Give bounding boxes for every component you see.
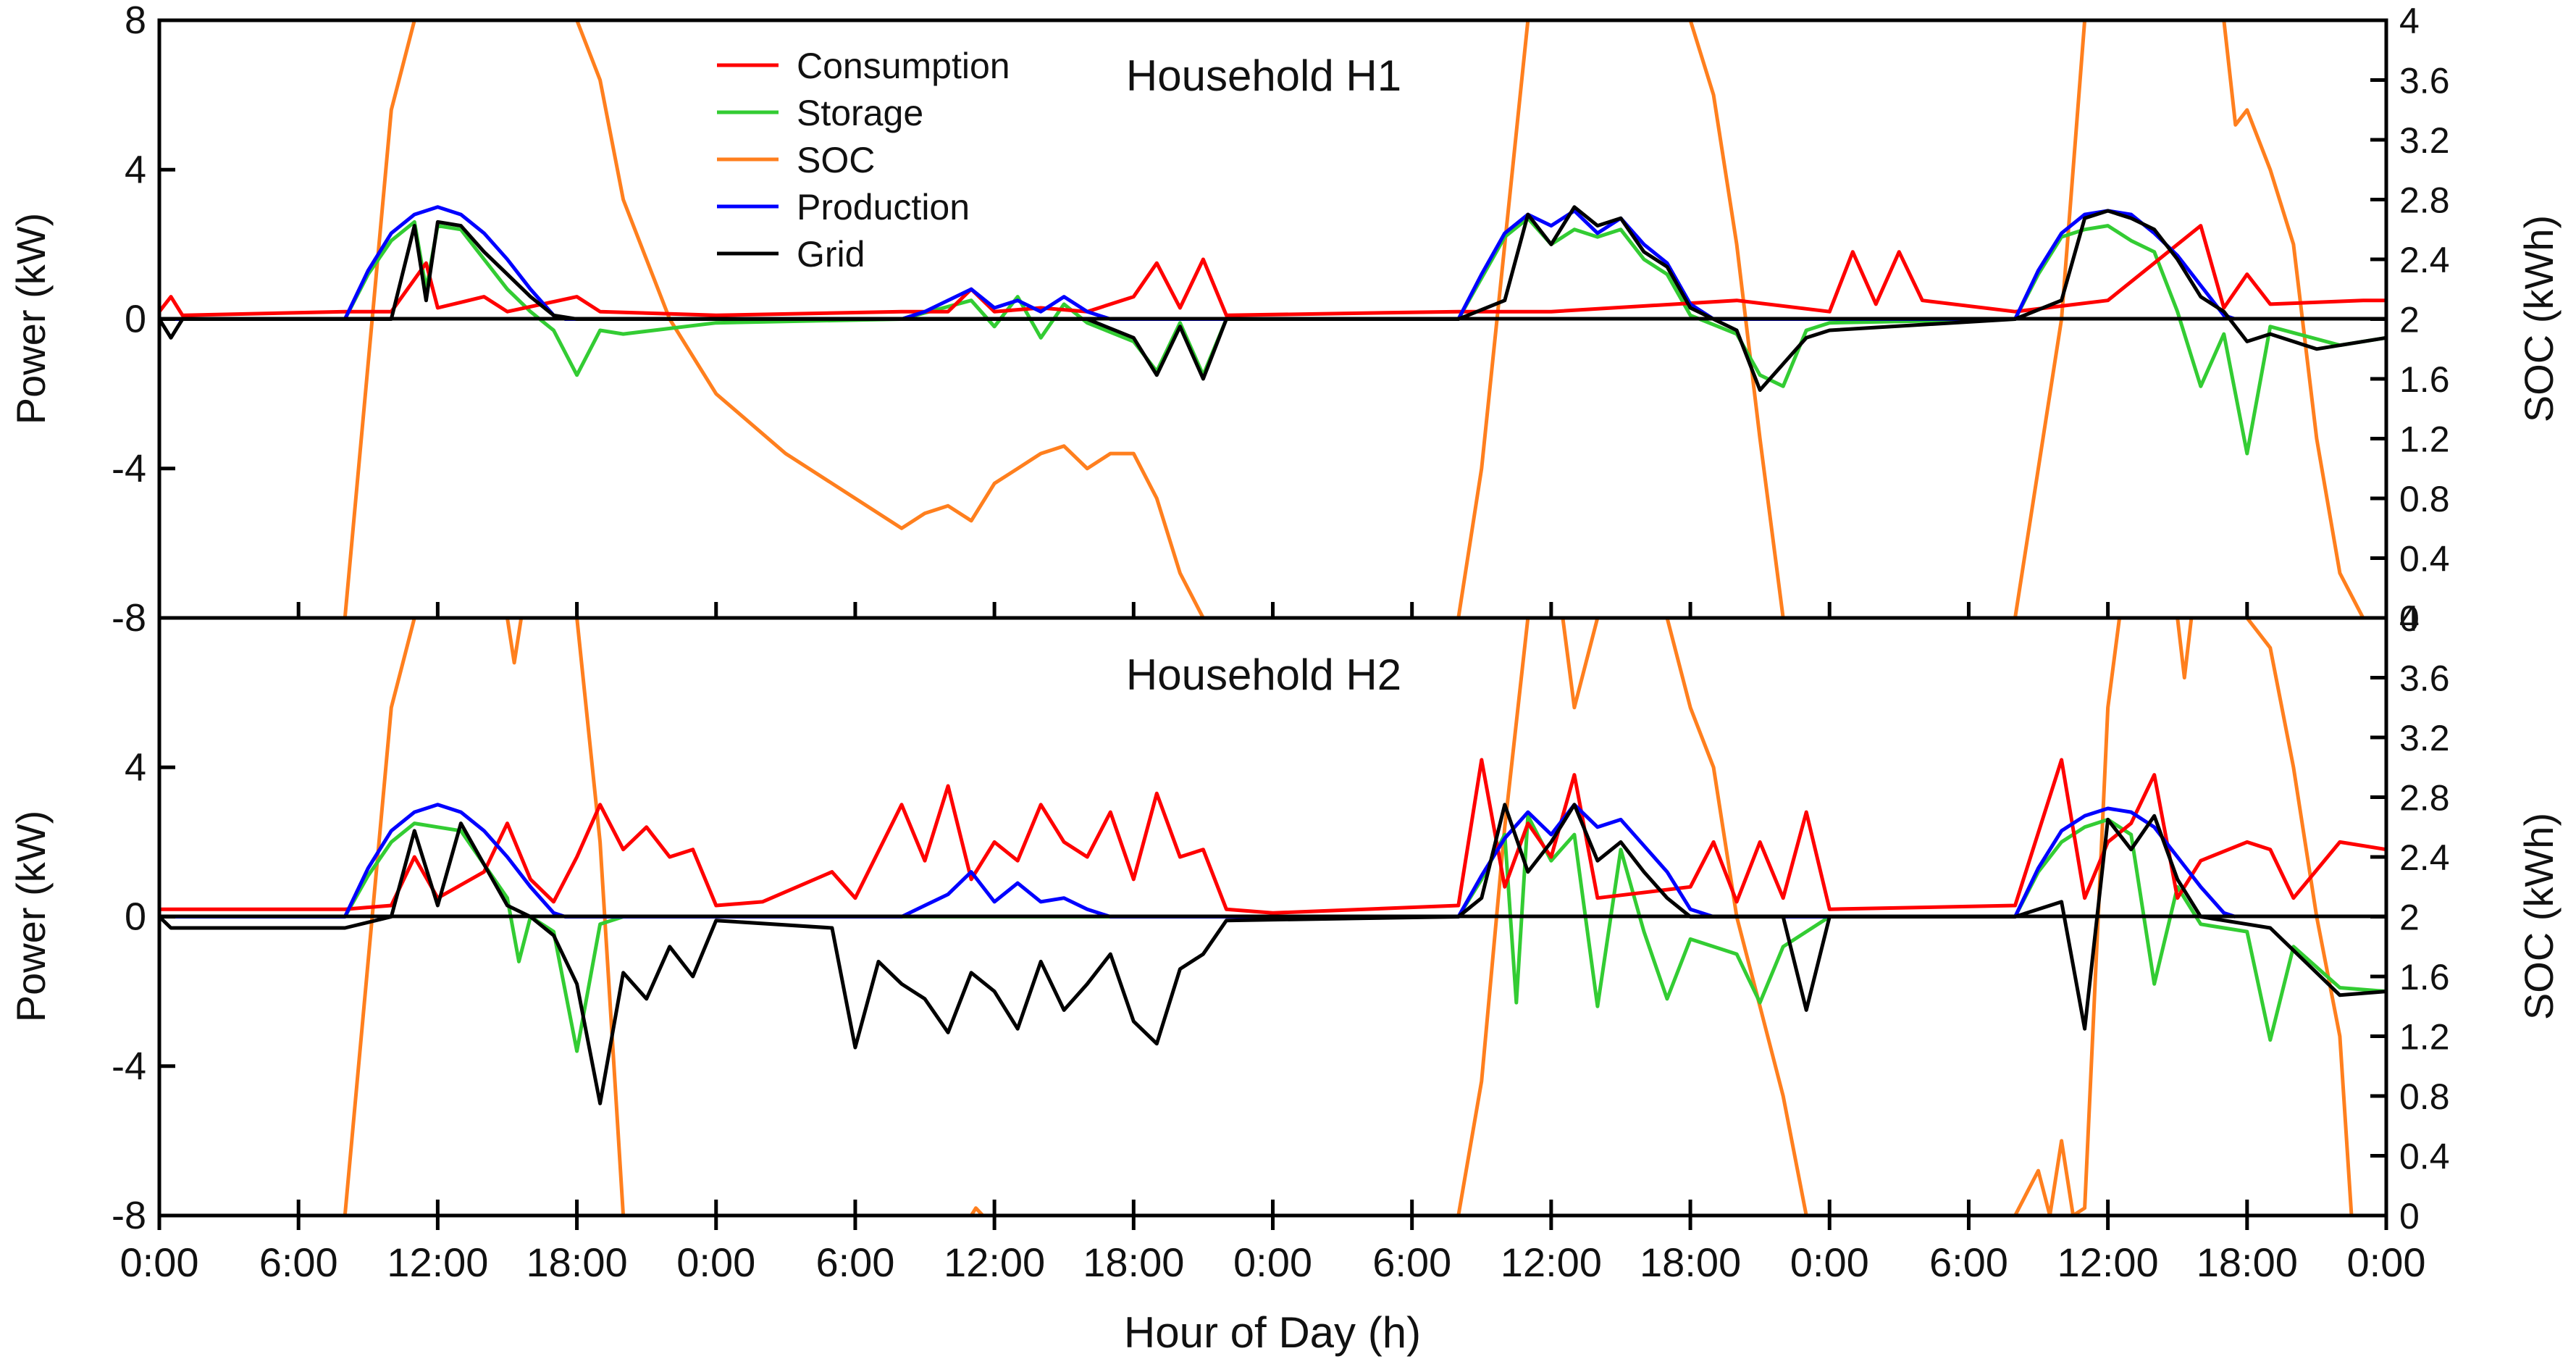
x-tick-label: 0:00 (1233, 1239, 1312, 1285)
legend-label-production: Production (797, 187, 970, 227)
x-tick-label: 6:00 (1372, 1239, 1451, 1285)
y-axis-label-right: SOC (kWh) (2516, 813, 2562, 1020)
x-tick-label: 12:00 (387, 1239, 488, 1285)
y-tick-label-right: 1.6 (2399, 957, 2450, 997)
x-tick-label: 12:00 (2057, 1239, 2159, 1285)
y-tick-label-right: 4 (2399, 598, 2420, 639)
x-axis: 0:00 6:00 12:00 18:00 0:00 6:00 12:00 18:00 0:00… (120, 1216, 2426, 1285)
series-line-grid (157, 205, 2387, 392)
y-axis-label-right: SOC (kWh) (2516, 215, 2562, 422)
series-line-consumption (158, 224, 2386, 317)
y-tick-label-left: 4 (125, 745, 146, 789)
x-tick-label: 12:00 (1501, 1239, 1602, 1285)
y-tick-label-left: 4 (125, 148, 146, 191)
x-tick-label: 0:00 (120, 1239, 199, 1285)
y-tick-label-right: 2.8 (2399, 778, 2450, 819)
series-line-consumption (159, 758, 2387, 915)
x-tick-label: 18:00 (2197, 1239, 2298, 1285)
series-line-storage (159, 813, 2387, 1053)
y-tick-label-left: 0 (125, 895, 146, 939)
y-tick-label-right: 1.2 (2399, 419, 2450, 460)
legend-label-consumption: Consumption (797, 46, 1010, 86)
y-tick-label-right: 0.8 (2399, 479, 2450, 519)
x-tick-label: 12:00 (944, 1239, 1045, 1285)
y-tick-label-left: -8 (112, 596, 146, 640)
y-tick-label-right: 3.2 (2399, 718, 2450, 758)
y-tick-label-left: 8 (125, 0, 146, 42)
y-axis-label-left: Power (kW) (8, 811, 54, 1022)
series-line-soc (159, 616, 2386, 1218)
y-tick-label-right: 2 (2399, 300, 2420, 340)
panel-household-h2: 40-4-843.63.22.82.421.61.20.80.40 Househ… (8, 598, 2562, 1237)
y-tick-label-right: 1.2 (2399, 1017, 2450, 1058)
y-tick-label-right: 3.6 (2399, 61, 2450, 101)
y-tick-label-right: 2.4 (2399, 240, 2450, 280)
y-tick-label-right: 2.4 (2399, 837, 2450, 878)
series-line-production (159, 205, 2236, 321)
x-tick-label: 18:00 (1640, 1239, 1741, 1285)
y-tick-label-right: 4 (2399, 1, 2420, 41)
panel-household-h1: 840-4-843.63.22.82.421.61.20.80.40 House… (8, 0, 2562, 640)
y-tick-label-left: -4 (112, 447, 146, 490)
y-tick-label-right: 0 (2399, 1196, 2420, 1237)
x-tick-label: 18:00 (526, 1239, 627, 1285)
y-tick-label-right: 3.6 (2399, 658, 2450, 699)
y-tick-label-right: 2 (2399, 898, 2420, 938)
series-line-soc (159, 18, 2386, 620)
series-line-grid (158, 803, 2387, 1105)
y-tick-label-right: 2.8 (2399, 180, 2450, 221)
y-axis-label-left: Power (kW) (8, 213, 54, 424)
y-tick-label-right: 0.4 (2399, 539, 2450, 580)
x-tick-label: 6:00 (259, 1239, 338, 1285)
y-tick-label-right: 0.8 (2399, 1076, 2450, 1117)
y-tick-label-right: 0 (2399, 598, 2420, 639)
x-tick-label: 0:00 (676, 1239, 755, 1285)
legend-label-storage: Storage (797, 93, 923, 133)
y-tick-label-right: 0.4 (2399, 1137, 2450, 1177)
y-tick-label-left: -8 (112, 1194, 146, 1237)
y-tick-label-left: -4 (112, 1045, 146, 1088)
x-tick-label: 0:00 (1790, 1239, 1869, 1285)
x-tick-label: 6:00 (1929, 1239, 2008, 1285)
legend-label-grid: Grid (797, 234, 865, 275)
x-tick-label: 6:00 (815, 1239, 894, 1285)
y-tick-label-right: 1.6 (2399, 359, 2450, 400)
x-tick-label: 0:00 (2347, 1239, 2426, 1285)
x-axis-label: Hour of Day (h) (1124, 1308, 1421, 1357)
x-tick-label: 18:00 (1083, 1239, 1184, 1285)
panel-title: Household H2 (1126, 651, 1401, 699)
panel-title: Household H1 (1126, 51, 1401, 100)
y-tick-label-left: 0 (125, 298, 146, 341)
legend-label-soc: SOC (797, 140, 875, 180)
y-tick-label-right: 3.2 (2399, 120, 2450, 161)
legend: Consumption Storage SOC Production Grid (717, 46, 1010, 275)
